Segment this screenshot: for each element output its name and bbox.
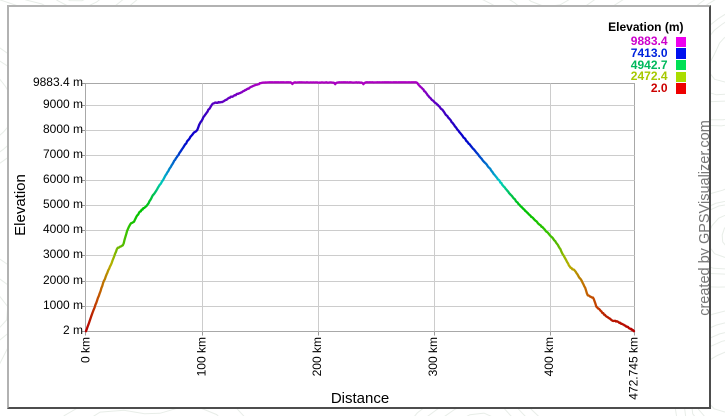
svg-text:0 km: 0 km [78, 337, 92, 363]
svg-text:300 km: 300 km [426, 337, 440, 376]
svg-text:100 km: 100 km [194, 337, 208, 376]
svg-text:Elevation: Elevation [12, 174, 29, 236]
svg-text:created by GPSVisualizer.com: created by GPSVisualizer.com [697, 120, 709, 316]
svg-text:200 km: 200 km [310, 337, 324, 376]
svg-text:400 km: 400 km [542, 337, 556, 376]
svg-text:472.745 km: 472.745 km [626, 337, 640, 400]
